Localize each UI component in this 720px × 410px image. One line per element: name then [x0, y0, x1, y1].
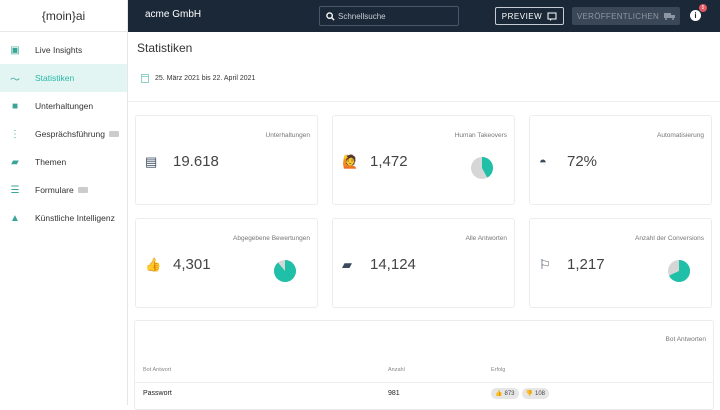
sidebar-item-formulare[interactable]: ☰ Formulare	[0, 176, 127, 204]
thumbs-up-pill: 👍 873	[491, 388, 519, 399]
sidebar-item-live-insights[interactable]: ▣ Live Insights	[0, 36, 127, 64]
sidebar-item-themen[interactable]: ▰ Themen	[0, 148, 127, 176]
sidebar-item-label: Formulare	[35, 185, 74, 195]
table-cell-count: 981	[388, 390, 400, 397]
divider	[128, 101, 720, 102]
column-header: Anzahl	[388, 367, 405, 373]
info-icon[interactable]: i	[690, 10, 701, 21]
notification-badge: 5	[699, 4, 707, 12]
school-icon: ▲	[10, 212, 20, 224]
publish-button[interactable]: VERÖFFENTLICHEN	[572, 7, 680, 25]
beta-badge	[108, 131, 119, 137]
date-range-text: 25. März 2021 bis 22. April 2021	[155, 74, 256, 82]
truck-icon	[664, 12, 676, 20]
card-title: Automatisierung	[657, 132, 704, 139]
sidebar-item-unterhaltungen[interactable]: ■ Unterhaltungen	[0, 92, 127, 120]
card-title: Unterhaltungen	[265, 132, 310, 139]
stat-card: Abgegebene Bewertungen 👍 4,301	[135, 218, 318, 308]
table-cell-success: 👍 873 👎 108	[491, 388, 552, 399]
main-content: Statistiken 25. März 2021 bis 22. April …	[128, 32, 720, 410]
stat-card: Anzahl der Conversions ⚐ 1,217	[529, 218, 712, 308]
sidebar-item-label: Gesprächsführung	[35, 129, 105, 139]
column-header: Erfolg	[491, 367, 506, 373]
card-title: Bot Antworten	[665, 336, 706, 343]
pie-chart	[471, 157, 493, 179]
forum-icon: ▰	[342, 257, 352, 272]
sidebar-item-gespraechsfuehrung[interactable]: ⋮ Gesprächsführung	[0, 120, 127, 148]
card-value: 19.618	[173, 153, 219, 170]
card-title: Anzahl der Conversions	[634, 235, 704, 242]
preview-label: PREVIEW	[501, 11, 543, 21]
sidebar-item-label: Statistiken	[35, 73, 75, 83]
stat-card: Unterhaltungen ▤ 19.618	[135, 115, 318, 205]
card-value: 14,124	[370, 256, 416, 273]
trending-icon: 〜	[10, 74, 20, 86]
stat-card: Alle Antworten ▰ 14,124	[332, 218, 515, 308]
thumbs-down-count: 108	[534, 390, 545, 397]
pie-chart	[274, 260, 296, 282]
stat-card: Human Takeovers 🙋 1,472	[332, 115, 515, 205]
card-value: 4,301	[173, 256, 211, 273]
pie-value-slice	[274, 260, 296, 282]
stat-card: Automatisierung ◓ 72%	[529, 115, 712, 205]
date-range-picker[interactable]: 25. März 2021 bis 22. April 2021	[141, 73, 255, 83]
card-value: 72%	[567, 153, 598, 170]
calendar-icon	[141, 74, 149, 83]
card-value: 1,472	[370, 153, 408, 170]
card-title: Human Takeovers	[454, 132, 507, 139]
company-name: acme GmbH	[145, 9, 202, 20]
thumbs-up-down-icon: 👍	[145, 257, 162, 272]
card-title: Abgegebene Bewertungen	[233, 235, 310, 242]
tv-play-icon: ▣	[10, 44, 20, 56]
bot-answers-card: Bot Antworten Bot Antwort Anzahl Erfolg …	[134, 320, 714, 410]
pie-value-slice	[669, 260, 690, 282]
logo[interactable]: {moin}ai	[0, 0, 127, 32]
sidebar-item-label: Themen	[35, 157, 67, 167]
sidebar-item-statistiken[interactable]: 〜 Statistiken	[0, 64, 127, 92]
search-input[interactable]: Schnellsuche	[319, 6, 459, 26]
search-placeholder: Schnellsuche	[338, 11, 386, 21]
form-icon: ☰	[10, 184, 20, 196]
preview-button[interactable]: PREVIEW	[495, 7, 564, 25]
android-icon: ◓	[539, 154, 547, 169]
chat-icon: ■	[11, 100, 19, 112]
thumbs-down-pill: 👎 108	[521, 388, 549, 399]
message-icon: ▤	[145, 154, 158, 169]
card-title: Alle Antworten	[465, 235, 507, 242]
table-cell-answer: Passwort	[143, 390, 172, 397]
forum-icon: ▰	[11, 156, 19, 168]
topbar: acme GmbH Schnellsuche PREVIEW VERÖFFENT…	[128, 0, 720, 32]
sidebar: {moin}ai ▣ Live Insights 〜 Statistiken ■ Un…	[0, 0, 128, 405]
sidebar-item-label: Künstliche Intelligenz	[35, 213, 115, 223]
thumbs-up-icon: 👍	[495, 391, 503, 397]
card-value: 1,217	[567, 256, 605, 273]
column-header: Bot Antwort	[143, 367, 172, 373]
thumbs-down-icon: 👎	[525, 391, 533, 397]
chat-preview-icon	[547, 12, 557, 21]
beta-badge	[77, 187, 88, 193]
sidebar-nav: ▣ Live Insights 〜 Statistiken ■ Unterhaltun…	[0, 36, 127, 232]
row-divider	[135, 382, 713, 383]
page-title: Statistiken	[137, 41, 193, 55]
sidebar-item-kuenstliche-intelligenz[interactable]: ▲ Künstliche Intelligenz	[0, 204, 127, 232]
pie-value-slice	[482, 157, 493, 178]
flow-icon: ⋮	[10, 128, 20, 140]
thumbs-up-count: 873	[504, 390, 515, 397]
search-icon	[326, 11, 335, 21]
pie-chart	[668, 260, 690, 282]
publish-label: VERÖFFENTLICHEN	[576, 11, 660, 21]
sidebar-item-label: Live Insights	[35, 45, 83, 55]
sidebar-item-label: Unterhaltungen	[35, 101, 94, 111]
person-raise-hand-icon: 🙋	[342, 154, 359, 169]
flag-icon: ⚐	[539, 257, 551, 272]
